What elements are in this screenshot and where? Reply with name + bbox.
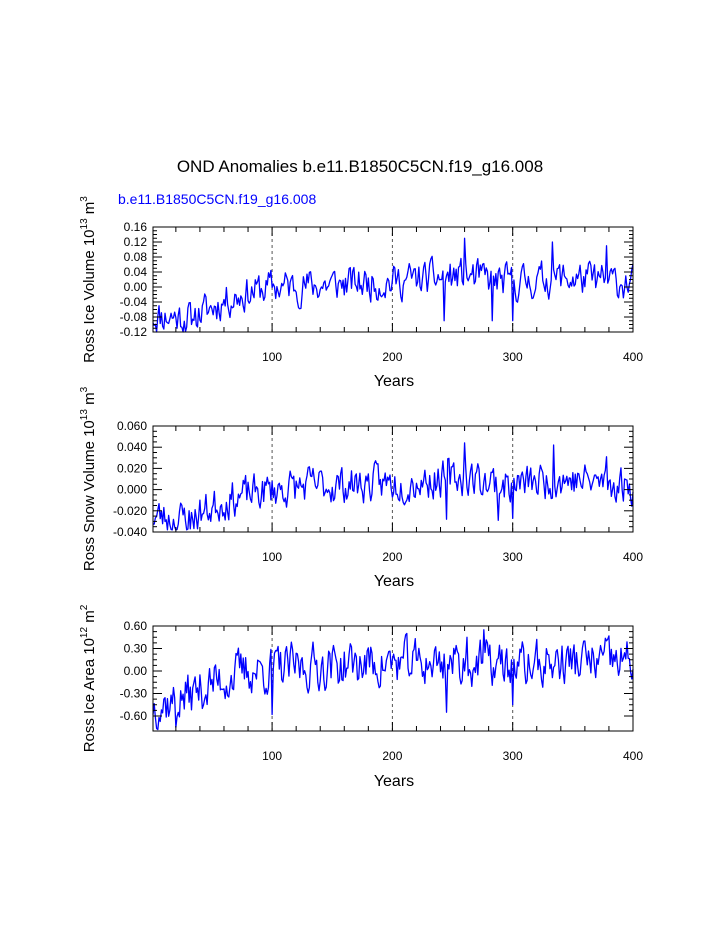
- xtick-label: 100: [262, 749, 282, 763]
- ytick-label: -0.020: [113, 504, 147, 518]
- ytick-label: 0.020: [117, 461, 147, 475]
- y-axis-label: Ross Ice Volume 1013 m3: [79, 196, 98, 363]
- ytick-label: 0.16: [124, 220, 148, 234]
- ross-ice-area-plot-frame: [152, 625, 634, 732]
- ytick-label: -0.60: [120, 709, 148, 723]
- xtick-label: 200: [382, 350, 402, 364]
- ytick-label: 0.00: [124, 664, 148, 678]
- ytick-label: 0.04: [124, 265, 148, 279]
- xtick-label: 400: [623, 749, 643, 763]
- y-axis-label: Ross Snow Volume 1013 m3: [79, 386, 98, 571]
- ross-snow-volume-series-line: [152, 442, 634, 531]
- ytick-label: -0.12: [120, 325, 148, 339]
- ytick-label: -0.040: [113, 525, 147, 539]
- ytick-label: 0.60: [124, 619, 148, 633]
- xtick-label: 100: [262, 550, 282, 564]
- chart-title: OND Anomalies b.e11.B1850C5CN.f19_g16.00…: [177, 157, 543, 176]
- xtick-label: 200: [382, 550, 402, 564]
- ytick-label: 0.08: [124, 250, 148, 264]
- series-legend-label: b.e11.B1850C5CN.f19_g16.008: [118, 191, 316, 207]
- ytick-label: -0.08: [120, 310, 148, 324]
- x-axis-label: Years: [374, 573, 414, 590]
- ytick-label: -0.30: [120, 687, 148, 701]
- ytick-label: 0.12: [124, 235, 148, 249]
- xtick-label: 400: [623, 550, 643, 564]
- xtick-label: 300: [503, 749, 523, 763]
- ross-snow-volume-panel: 0.060 0.040 0.020 0.000 -0.020 -0.040 100 200 30…: [79, 386, 643, 590]
- xtick-label: 400: [623, 350, 643, 364]
- ytick-label: 0.040: [117, 440, 147, 454]
- ytick-label: 0.30: [124, 642, 148, 656]
- ross-ice-area-series-line: [152, 629, 634, 731]
- ytick-label: 0.000: [117, 483, 147, 497]
- ross-ice-volume-panel: 0.160.120.080.040.00-0.04-0.08-0.12 100 20…: [79, 196, 643, 390]
- ross-ice-volume-series-line: [152, 237, 634, 333]
- xtick-label: 100: [262, 350, 282, 364]
- xtick-label: 300: [503, 350, 523, 364]
- xtick-label: 300: [503, 550, 523, 564]
- ytick-label: 0.00: [124, 280, 148, 294]
- ytick-label: -0.04: [120, 295, 148, 309]
- y-axis-label: Ross Ice Area 1012 m2: [79, 604, 98, 752]
- ross-ice-area-panel: 0.60 0.30 0.00 -0.30 -0.60 100 200 300 400 Years R…: [79, 604, 643, 790]
- x-axis-label: Years: [374, 373, 414, 390]
- x-axis-label: Years: [374, 773, 414, 790]
- xtick-label: 200: [382, 749, 402, 763]
- ytick-label: 0.060: [117, 419, 147, 433]
